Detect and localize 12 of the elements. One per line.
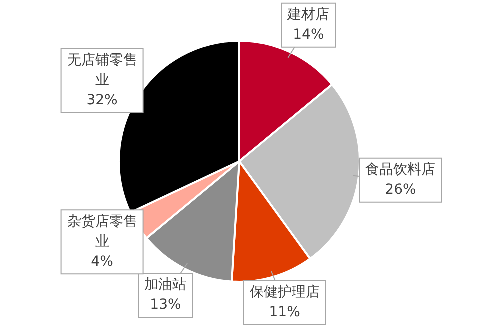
slice-label: 无店铺零售业 — [67, 52, 138, 88]
data-label: 11% — [269, 304, 300, 321]
slice-label: 食品饮料店 — [366, 162, 436, 178]
data-label: 26% — [385, 182, 416, 198]
slice-label: 加油站 — [144, 277, 187, 294]
slice-label: 保健护理店 — [250, 284, 320, 301]
slice-label: 杂货店零售业 — [67, 214, 138, 250]
data-label: 32% — [86, 92, 118, 108]
data-label: 13% — [150, 297, 182, 314]
data-label: 4% — [91, 254, 114, 270]
slice-label: 建材店 — [286, 6, 330, 23]
data-label: 14% — [293, 26, 324, 43]
